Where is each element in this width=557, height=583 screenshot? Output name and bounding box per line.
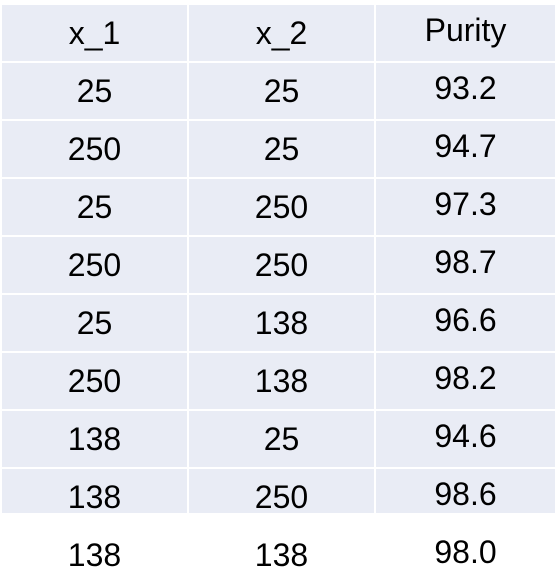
header-x1: x_1: [2, 5, 189, 63]
cell-purity: 96.6: [375, 294, 555, 353]
cell-purity: 94.6: [375, 410, 555, 469]
cell-purity: 98.6: [375, 468, 555, 527]
table-row: 250 250 98.7: [2, 236, 555, 295]
data-table: x_1 x_2 Purity 25 25 93.2 250 25 94.7 25…: [2, 5, 555, 583]
table-row: 25 250 97.3: [2, 178, 555, 237]
cell-x1: 250: [2, 352, 189, 411]
cell-x2: 138: [188, 352, 376, 411]
table-row: 138 250 98.6: [2, 468, 555, 527]
cell-x1: 138: [2, 410, 189, 469]
cell-x1: 25: [2, 178, 189, 237]
cell-x2: 138: [188, 526, 376, 583]
table-row: 138 25 94.6: [2, 410, 555, 469]
cell-x2: 25: [188, 62, 376, 121]
cell-x2: 25: [188, 410, 376, 469]
cell-x2: 250: [188, 178, 376, 237]
header-row: x_1 x_2 Purity: [2, 5, 555, 63]
cell-purity: 97.3: [375, 178, 555, 237]
cell-x1: 138: [2, 468, 189, 527]
table-row: 138 138 98.0: [2, 526, 555, 583]
cell-x1: 250: [2, 236, 189, 295]
header-x2: x_2: [188, 5, 376, 63]
cell-purity: 98.7: [375, 236, 555, 295]
cell-purity: 93.2: [375, 62, 555, 121]
table-row: 25 25 93.2: [2, 62, 555, 121]
cell-x2: 138: [188, 294, 376, 353]
table-row: 250 138 98.2: [2, 352, 555, 411]
cell-x2: 25: [188, 120, 376, 179]
cell-purity: 98.0: [434, 533, 497, 570]
header-purity: Purity: [375, 5, 555, 63]
table-row: 25 138 96.6: [2, 294, 555, 353]
data-table-container: x_1 x_2 Purity 25 25 93.2 250 25 94.7 25…: [2, 5, 555, 583]
cell-x1: 250: [2, 120, 189, 179]
cell-purity: 94.7: [375, 120, 555, 179]
cell-x2: 250: [188, 236, 376, 295]
cell-x1: 138: [2, 526, 189, 583]
cell-x1: 25: [2, 294, 189, 353]
cell-x2: 250: [188, 468, 376, 527]
cell-x1: 25: [2, 62, 189, 121]
cell-purity: 98.2: [375, 352, 555, 411]
table-row: 250 25 94.7: [2, 120, 555, 179]
